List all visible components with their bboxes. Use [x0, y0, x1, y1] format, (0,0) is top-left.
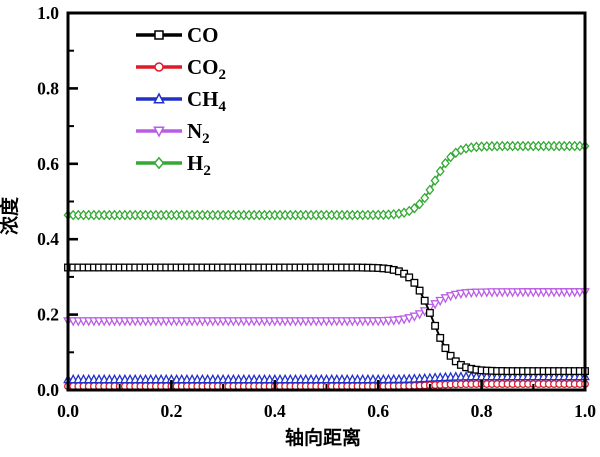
svg-text:0.0: 0.0: [37, 380, 59, 400]
svg-text:0.4: 0.4: [37, 229, 59, 249]
svg-text:0.4: 0.4: [264, 401, 286, 421]
x-axis-ticks: [66, 380, 587, 389]
svg-text:0.8: 0.8: [471, 401, 493, 421]
plot-frame: [66, 11, 587, 392]
series-N2: [63, 288, 590, 327]
x-axis-label: 轴向距离: [285, 426, 361, 449]
y-axis-ticks: [69, 11, 78, 392]
series-H2: [63, 140, 590, 221]
svg-text:0.0: 0.0: [57, 401, 79, 421]
svg-text:0.2: 0.2: [160, 401, 182, 421]
legend-label-CH4: CH4: [187, 87, 227, 115]
svg-text:0.6: 0.6: [367, 401, 389, 421]
svg-text:0.8: 0.8: [37, 78, 59, 98]
legend-item-CH4: CH4: [136, 87, 227, 115]
series-CH4: [63, 370, 590, 384]
y-tick-labels: 0.0 0.2 0.4 0.6 0.8 1.0: [37, 3, 59, 400]
svg-text:1.0: 1.0: [37, 3, 59, 23]
series-CO: [64, 263, 589, 376]
svg-text:0.2: 0.2: [37, 305, 59, 325]
svg-text:1.0: 1.0: [574, 401, 596, 421]
legend-item-CO: CO: [136, 23, 219, 47]
x-tick-labels: 0.0 0.2 0.4 0.6 0.8 1.0: [57, 401, 596, 421]
legend-label-CO: CO: [187, 23, 219, 47]
svg-text:0.6: 0.6: [37, 154, 59, 174]
y-axis-label: 浓度: [0, 196, 21, 235]
